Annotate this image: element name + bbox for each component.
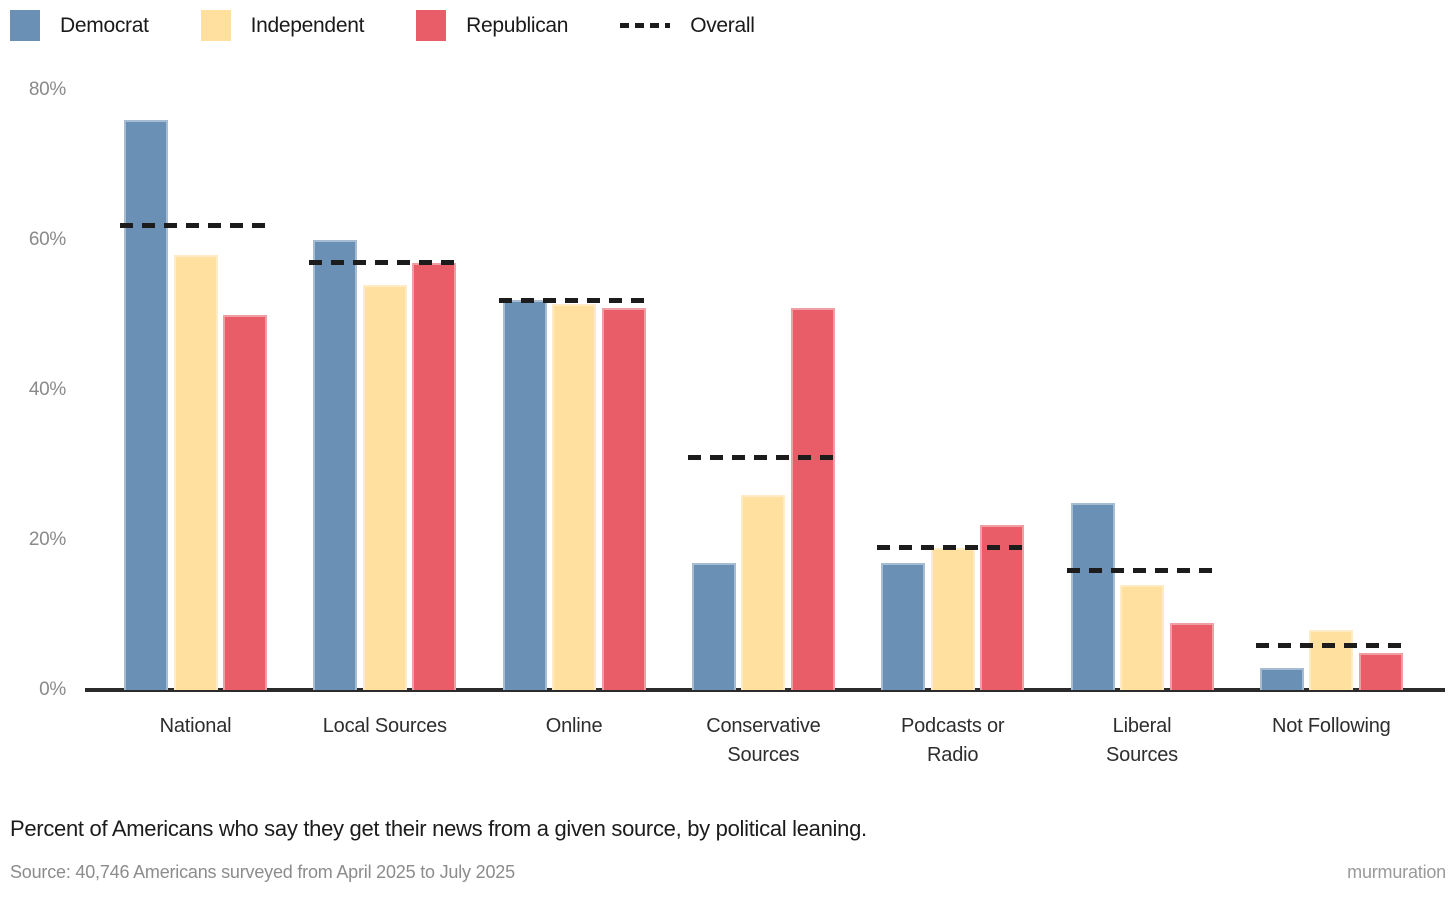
footer-row: Source: 40,746 Americans surveyed from A… bbox=[10, 862, 1446, 883]
x-axis-tick-label-local-sources: Local Sources bbox=[322, 715, 447, 737]
x-axis-line bbox=[85, 688, 1445, 692]
bar-independent-local-sources bbox=[362, 285, 407, 690]
bar-republican-national bbox=[223, 315, 267, 690]
source-note: Source: 40,746 Americans surveyed from A… bbox=[10, 862, 515, 882]
legend-item-independent: Independent bbox=[200, 10, 365, 41]
bar-republican-local-sources bbox=[412, 262, 457, 690]
bar-independent-podcasts-or-radio bbox=[930, 547, 975, 690]
legend-item-overall: Overall bbox=[620, 13, 755, 38]
legend-label-republican: Republican bbox=[466, 13, 569, 37]
bar-republican-not-following bbox=[1358, 652, 1403, 690]
bar-republican-online bbox=[601, 307, 646, 690]
x-axis-tick-label-liberal-sources: Liberal Sources bbox=[1106, 715, 1178, 766]
bar-democrat-not-following bbox=[1259, 667, 1304, 690]
legend: Democrat Independent Republican Overall bbox=[10, 10, 755, 41]
bar-democrat-liberal-sources bbox=[1070, 502, 1115, 690]
overall-line-liberal-sources bbox=[1066, 567, 1218, 573]
x-axis-tick-label-online: Online bbox=[545, 715, 603, 737]
overall-line-not-following bbox=[1255, 642, 1407, 648]
bar-independent-not-following bbox=[1309, 630, 1354, 690]
bar-independent-online bbox=[552, 303, 597, 690]
y-axis-tick-label-40: 40% bbox=[28, 379, 66, 400]
overall-dash-icon bbox=[620, 23, 671, 28]
legend-label-independent: Independent bbox=[250, 13, 365, 37]
bar-independent-liberal-sources bbox=[1120, 585, 1164, 690]
overall-line-national bbox=[120, 222, 271, 228]
bar-democrat-local-sources bbox=[313, 240, 358, 690]
bar-democrat-podcasts-or-radio bbox=[881, 562, 926, 690]
bar-independent-national bbox=[173, 255, 218, 690]
bar-republican-conservative-sources bbox=[790, 307, 835, 690]
overall-line-conservative-sources bbox=[687, 455, 839, 460]
chart-caption: Percent of Americans who say they get th… bbox=[10, 816, 867, 841]
y-axis-tick-label-80: 80% bbox=[28, 79, 66, 100]
bar-republican-liberal-sources bbox=[1169, 622, 1214, 690]
x-axis-tick-label-podcasts-or-radio: Podcasts or Radio bbox=[900, 715, 1005, 766]
overall-line-podcasts-or-radio bbox=[877, 545, 1029, 550]
legend-item-republican: Republican bbox=[416, 10, 568, 41]
independent-swatch-icon bbox=[200, 10, 231, 41]
x-axis-tick-label-national: National bbox=[159, 715, 232, 737]
republican-swatch-icon bbox=[416, 10, 447, 41]
y-axis-tick-label-0: 0% bbox=[39, 679, 66, 700]
overall-line-local-sources bbox=[309, 260, 461, 265]
bar-democrat-conservative-sources bbox=[691, 562, 736, 690]
bar-democrat-national bbox=[124, 120, 168, 690]
y-axis-tick-label-60: 60% bbox=[28, 229, 66, 250]
democrat-swatch-icon bbox=[10, 10, 40, 41]
x-axis-tick-label-conservative-sources: Conservative Sources bbox=[706, 715, 821, 766]
bar-democrat-online bbox=[502, 300, 547, 690]
bar-republican-podcasts-or-radio bbox=[980, 525, 1025, 690]
y-axis-tick-label-20: 20% bbox=[28, 529, 66, 550]
x-axis-tick-label-not-following: Not Following bbox=[1272, 715, 1391, 737]
brand-name: murmuration bbox=[1347, 862, 1446, 882]
overall-line-online bbox=[498, 297, 650, 303]
legend-label-democrat: Democrat bbox=[60, 13, 149, 37]
legend-label-overall: Overall bbox=[690, 13, 755, 37]
bar-independent-conservative-sources bbox=[741, 495, 786, 690]
legend-item-democrat: Democrat bbox=[10, 10, 149, 41]
